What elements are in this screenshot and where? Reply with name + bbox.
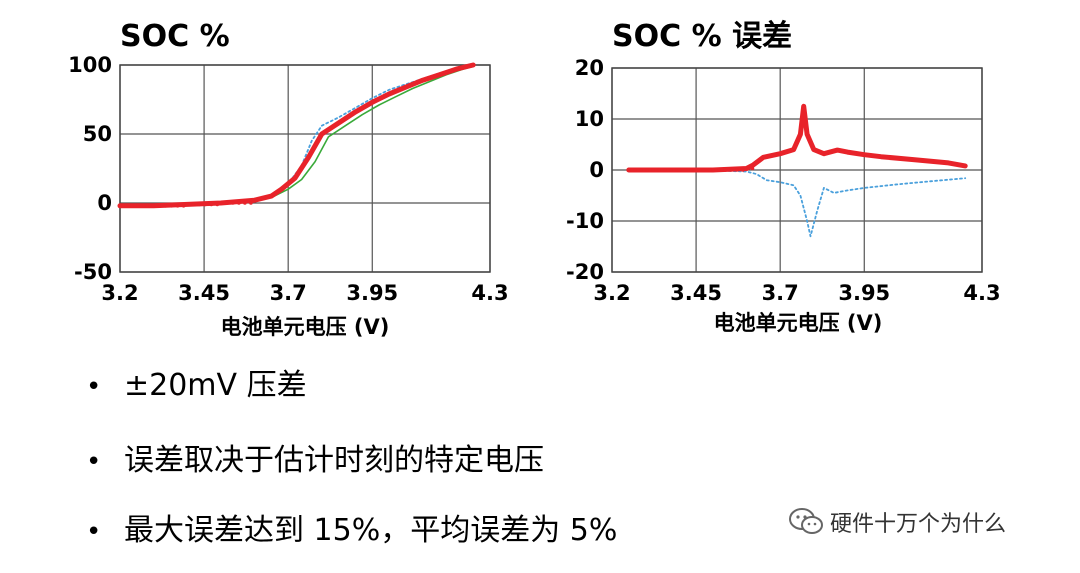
chart1-title: SOC % xyxy=(120,19,230,54)
series-point xyxy=(231,201,235,205)
y-tick-label: 20 xyxy=(574,56,604,80)
series-point xyxy=(711,168,715,172)
series-point xyxy=(633,168,637,172)
series-point xyxy=(695,168,700,172)
series-point xyxy=(651,168,655,172)
series-point xyxy=(191,202,196,207)
chart1-xlabel: 电池单元电压 (V) xyxy=(220,315,390,339)
series-point xyxy=(657,168,661,172)
series-point xyxy=(157,204,162,208)
wechat-icon xyxy=(789,508,823,534)
x-tick-label: 3.95 xyxy=(346,281,399,305)
x-tick-label: 3.45 xyxy=(178,281,230,305)
plot-frame xyxy=(119,64,491,273)
bullet-text: ±20mV 压差 xyxy=(124,368,307,403)
y-tick-label: -20 xyxy=(566,260,604,284)
chart2-title: SOC % 误差 xyxy=(612,19,793,54)
y-tick-label: 50 xyxy=(82,122,112,146)
series-point xyxy=(197,202,202,207)
series-point xyxy=(209,202,214,207)
bullet-text: 最大误差达到 15%，平均误差为 5% xyxy=(124,513,618,548)
series-point xyxy=(124,204,128,208)
x-tick-label: 3.7 xyxy=(761,281,799,305)
series-point xyxy=(203,202,208,207)
series-line-1 xyxy=(627,169,967,238)
bullet-dot: • xyxy=(86,372,102,402)
bullet-item: • 最大误差达到 15%，平均误差为 5% xyxy=(86,511,617,552)
series-point xyxy=(750,166,755,171)
watermark-text: 硬件十万个为什么 xyxy=(830,512,1007,537)
series-point xyxy=(215,202,220,207)
series-point xyxy=(683,168,688,172)
bullet-text: 误差取决于估计时刻的特定电压 xyxy=(124,443,544,478)
x-tick-label: 3.2 xyxy=(593,281,631,305)
series-point xyxy=(225,201,229,205)
x-tick-label: 4.3 xyxy=(963,281,1001,305)
bullet-item: • 误差取决于估计时刻的特定电压 xyxy=(86,441,544,482)
bullet-dot: • xyxy=(86,517,102,547)
series-point xyxy=(118,204,122,208)
series-point xyxy=(744,166,749,171)
series-point xyxy=(669,168,673,172)
series-point xyxy=(701,168,706,172)
watermark: 硬件十万个为什么 xyxy=(788,506,1006,538)
plot-frame xyxy=(611,67,983,273)
series-point xyxy=(175,204,180,208)
y-tick-label: 0 xyxy=(97,191,112,215)
series-point xyxy=(163,204,168,208)
series-point xyxy=(130,204,134,208)
series-point xyxy=(151,204,156,208)
x-tick-label: 3.45 xyxy=(670,281,722,305)
chart2-xlabel: 电池单元电压 (V) xyxy=(713,311,883,335)
y-tick-label: -50 xyxy=(74,260,112,284)
series-point xyxy=(136,204,140,208)
x-tick-label: 3.95 xyxy=(838,281,891,305)
x-tick-label: 3.7 xyxy=(269,281,307,305)
series-point xyxy=(717,168,721,172)
series-point xyxy=(219,201,223,205)
series-point xyxy=(148,204,152,208)
series-point xyxy=(735,168,739,172)
series-point xyxy=(185,202,190,207)
x-tick-label: 4.3 xyxy=(471,281,509,305)
series-point xyxy=(645,168,649,172)
series-point xyxy=(677,168,682,172)
x-tick-label: 3.2 xyxy=(101,281,139,305)
series-point xyxy=(627,168,631,172)
series-point xyxy=(169,204,174,208)
series-point xyxy=(707,168,712,172)
series-point xyxy=(741,168,745,172)
series-line-2 xyxy=(119,65,475,207)
series-line-0 xyxy=(626,103,968,173)
y-tick-label: 0 xyxy=(589,158,604,182)
series-point xyxy=(729,168,733,172)
series-point xyxy=(675,168,679,172)
series-point xyxy=(243,201,247,205)
series-point xyxy=(723,168,727,172)
series-point xyxy=(249,201,253,205)
y-tick-label: 100 xyxy=(68,53,112,77)
y-tick-label: -10 xyxy=(566,209,604,233)
y-tick-label: 10 xyxy=(574,107,604,131)
series-point xyxy=(142,204,146,208)
bullet-item: • ±20mV 压差 xyxy=(86,366,307,407)
series-point xyxy=(237,201,241,205)
series-point xyxy=(181,204,186,208)
bullet-dot: • xyxy=(86,447,102,477)
series-point xyxy=(639,168,643,172)
series-point xyxy=(689,168,694,172)
series-point xyxy=(663,168,667,172)
